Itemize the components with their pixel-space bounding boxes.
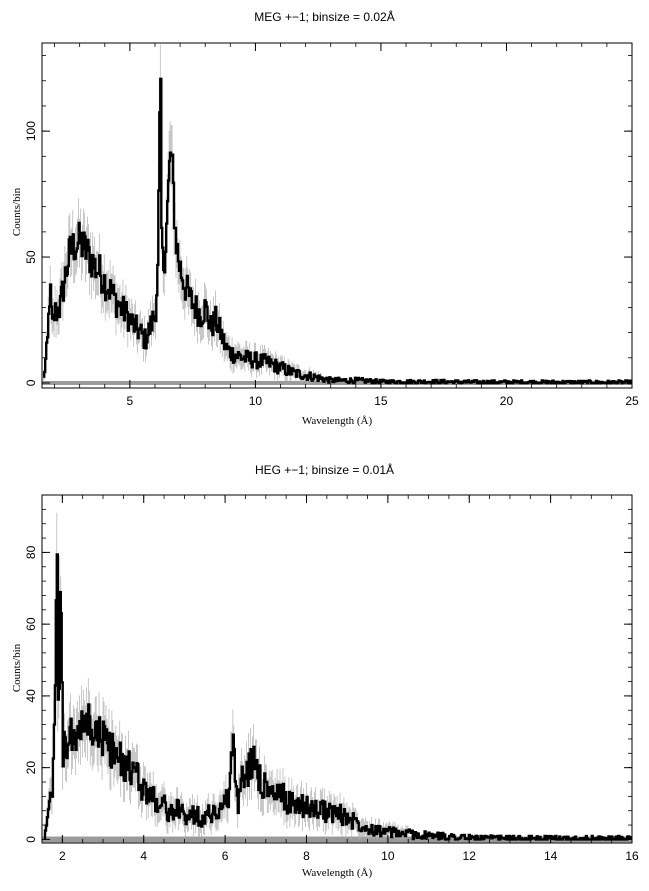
y-tick-label: 40 [24, 689, 38, 703]
y-axis-label: Counts/bin [11, 643, 23, 693]
y-tick-label: 0 [24, 836, 38, 843]
x-tick-label: 20 [500, 394, 514, 408]
y-tick-label: 50 [24, 250, 38, 264]
x-tick-label: 5 [127, 394, 134, 408]
y-tick-label: 60 [24, 617, 38, 631]
plot-frame [41, 42, 633, 389]
x-tick-label: 2 [59, 849, 66, 863]
x-tick-label: 25 [625, 394, 639, 408]
plot-frame [41, 494, 633, 844]
series-line [43, 553, 633, 841]
meg-chart: MEG +−1; binsize = 0.02Å 5 10 15 20 25 0 50 100… [0, 0, 649, 440]
y-tick-label: 80 [24, 545, 38, 559]
x-tick-label: 15 [374, 394, 388, 408]
chart-title: HEG +−1; binsize = 0.01Å [254, 463, 395, 477]
x-tick-label: 8 [303, 849, 310, 863]
heg-chart: HEG +−1; binsize = 0.01Å 2 4 6 8 10 12 14 16 0 20… [0, 445, 649, 891]
x-tick-label: 6 [222, 849, 229, 863]
y-axis-label: Counts/bin [11, 187, 23, 237]
error-bars [42, 44, 324, 383]
meg-plot-area: 5 10 15 20 25 0 50 100 [24, 42, 639, 408]
chart-title: MEG +−1; binsize = 0.02Å [254, 10, 395, 24]
y-tick-label: 100 [24, 121, 38, 141]
x-tick-label: 12 [463, 849, 477, 863]
baseline-band [42, 836, 632, 843]
heg-plot-area: 2 4 6 8 10 12 14 16 0 20 40 60 80 [24, 494, 639, 863]
x-tick-label: 14 [544, 849, 558, 863]
y-tick-label: 0 [24, 379, 38, 386]
x-tick-label: 4 [140, 849, 147, 863]
x-tick-label: 10 [381, 849, 395, 863]
x-tick-label: 10 [249, 394, 263, 408]
x-tick-label: 16 [625, 849, 639, 863]
x-axis-label: Wavelength (Å) [301, 415, 373, 427]
baseline-band [42, 380, 632, 385]
x-axis-label: Wavelength (Å) [301, 867, 373, 879]
y-tick-label: 20 [24, 761, 38, 775]
series-line [43, 77, 633, 385]
